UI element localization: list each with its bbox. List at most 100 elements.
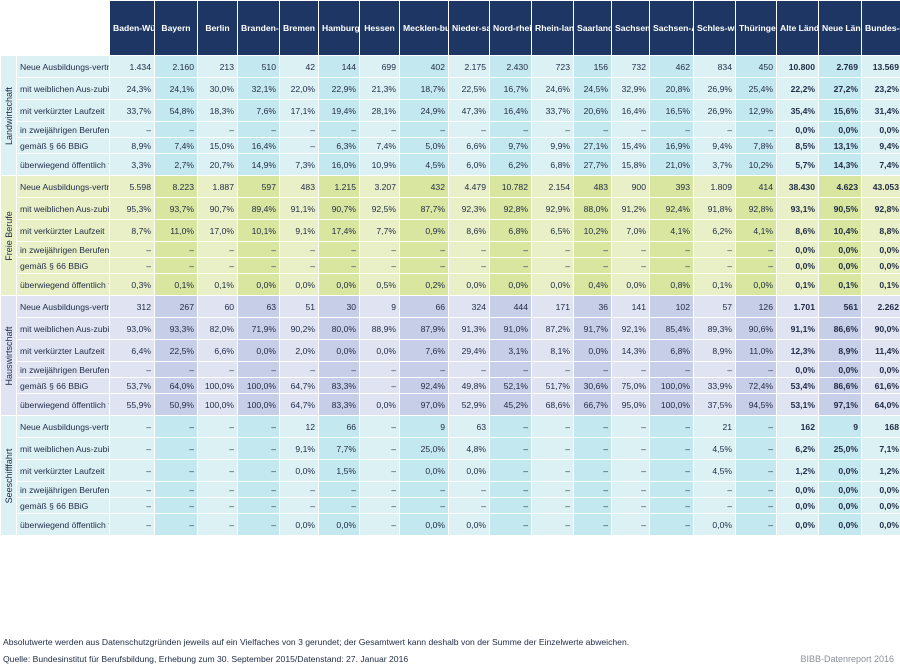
value-cell: 20,7%: [197, 153, 238, 176]
value-cell: –: [109, 513, 155, 536]
value-cell: 20,8%: [649, 77, 694, 100]
value-cell: –: [448, 241, 490, 258]
row-group-text: Freie Berufe: [3, 210, 14, 261]
value-cell: 444: [489, 295, 532, 318]
value-cell: –: [109, 241, 155, 258]
value-cell: 25,4%: [735, 77, 777, 100]
value-cell: 92,5%: [359, 197, 400, 220]
value-cell: –: [279, 481, 319, 498]
value-cell: –: [109, 481, 155, 498]
value-cell: 100,0%: [197, 393, 238, 416]
summary-cell: 168: [861, 415, 900, 438]
summary-cell: 0,0%: [861, 497, 900, 514]
value-cell: 26,9%: [693, 99, 736, 122]
value-cell: 24,5%: [573, 77, 612, 100]
value-cell: –: [399, 497, 449, 514]
value-cell: 141: [611, 295, 650, 318]
value-cell: 91,8%: [693, 197, 736, 220]
value-cell: 834: [693, 55, 736, 78]
value-cell: –: [611, 437, 650, 460]
value-cell: –: [531, 121, 574, 138]
value-cell: 10.782: [489, 175, 532, 198]
row-label: mit verkürzter Laufzeit: [16, 99, 110, 122]
summary-cell: 1,2%: [861, 459, 900, 482]
value-cell: –: [735, 497, 777, 514]
value-cell: –: [154, 121, 198, 138]
value-cell: 0,0%: [279, 513, 319, 536]
value-cell: 71,9%: [237, 317, 280, 340]
value-cell: –: [154, 241, 198, 258]
value-cell: –: [573, 513, 612, 536]
value-cell: 5.598: [109, 175, 155, 198]
value-cell: 9,9%: [531, 137, 574, 154]
value-cell: 0,0%: [318, 513, 360, 536]
summary-cell: 53,4%: [776, 377, 819, 394]
value-cell: 21: [693, 415, 736, 438]
table-row: gemäß § 66 BBiG 8,9% 7,4% 15,0% 16,4% –6,3% 7,…: [1, 137, 900, 154]
value-cell: 6,2%: [693, 219, 736, 242]
value-cell: –: [237, 437, 280, 460]
value-cell: 25,0%: [399, 437, 449, 460]
value-cell: –: [279, 257, 319, 274]
value-cell: –: [359, 415, 400, 438]
value-cell: –: [154, 437, 198, 460]
value-cell: 0,0%: [359, 393, 400, 416]
value-cell: –: [359, 497, 400, 514]
row-group-label: Seeschifffahrt: [0, 415, 17, 536]
value-cell: 21,0%: [649, 153, 694, 176]
value-cell: 88,9%: [359, 317, 400, 340]
row-label: Neue Ausbildungs-verträge: [16, 295, 110, 318]
row-label: überwiegend öffentlich finanziert: [16, 393, 110, 416]
summary-cell: 5,7%: [776, 153, 819, 176]
value-cell: 0,0%: [735, 273, 777, 296]
value-cell: –: [531, 481, 574, 498]
value-cell: 6,8%: [531, 153, 574, 176]
value-cell: –: [735, 513, 777, 536]
value-cell: –: [237, 513, 280, 536]
value-cell: –: [649, 241, 694, 258]
column-header: Bayern: [154, 0, 198, 56]
column-header: Baden-Württemberg: [109, 0, 155, 56]
value-cell: 2.175: [448, 55, 490, 78]
value-cell: 33,9%: [693, 377, 736, 394]
value-cell: –: [693, 481, 736, 498]
value-cell: 6,5%: [531, 219, 574, 242]
value-cell: 75,0%: [611, 377, 650, 394]
value-cell: 30,6%: [573, 377, 612, 394]
summary-cell: 1,2%: [776, 459, 819, 482]
column-header: Hamburg: [318, 0, 360, 56]
value-cell: –: [531, 437, 574, 460]
value-cell: 72,4%: [735, 377, 777, 394]
value-cell: 0,0%: [448, 459, 490, 482]
value-cell: 483: [279, 175, 319, 198]
value-cell: –: [359, 377, 400, 394]
value-cell: 97,0%: [399, 393, 449, 416]
summary-cell: 1.701: [776, 295, 819, 318]
summary-cell: 0,0%: [818, 257, 862, 274]
value-cell: –: [489, 437, 532, 460]
value-cell: 36: [573, 295, 612, 318]
value-cell: –: [197, 437, 238, 460]
table-row: überwiegend öffentlich finanziert––––0,0…: [1, 513, 900, 536]
value-cell: 0,0%: [318, 273, 360, 296]
value-cell: 64,0%: [154, 377, 198, 394]
summary-cell: 0,0%: [776, 257, 819, 274]
value-cell: 11,0%: [735, 339, 777, 362]
value-cell: 0,0%: [237, 273, 280, 296]
value-cell: 0,4%: [573, 273, 612, 296]
value-cell: –: [154, 257, 198, 274]
value-cell: 52,1%: [489, 377, 532, 394]
value-cell: 8,9%: [109, 137, 155, 154]
value-cell: 9,4%: [693, 137, 736, 154]
summary-cell: 0,0%: [818, 481, 862, 498]
value-cell: 24,9%: [399, 99, 449, 122]
value-cell: 18,7%: [399, 77, 449, 100]
summary-cell: 13,1%: [818, 137, 862, 154]
value-cell: 6,3%: [318, 137, 360, 154]
value-cell: 24,3%: [109, 77, 155, 100]
value-cell: –: [531, 513, 574, 536]
value-cell: 92,3%: [448, 197, 490, 220]
value-cell: –: [693, 497, 736, 514]
value-cell: –: [489, 415, 532, 438]
